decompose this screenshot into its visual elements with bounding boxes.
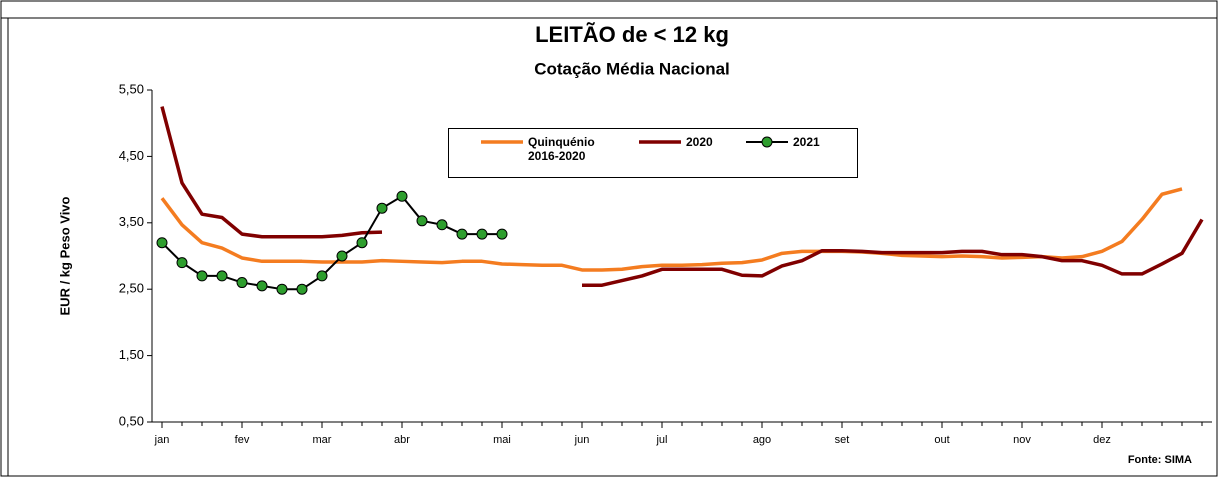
data-point [236,277,248,289]
x-tick-label: mar [313,434,332,446]
x-tick-label: out [934,434,949,446]
x-tick-label: ago [753,434,771,446]
data-point [496,228,508,240]
data-point [416,215,428,227]
data-point [196,270,208,282]
data-point [356,237,368,249]
x-tick-label: mai [493,434,511,446]
legend-label: 2020 [686,135,713,149]
x-tick-label: jul [655,434,667,446]
y-tick-label: 3,50 [119,214,144,229]
chart-title: LEITÃO de < 12 kg [535,22,729,47]
legend-item: Quinquénio 2016-2020 [479,135,608,163]
legend-item: 2020 [637,135,713,149]
data-point [316,270,328,282]
data-point [476,228,488,240]
y-tick-label: 2,50 [119,281,144,296]
chart-subtitle: Cotação Média Nacional [534,59,730,78]
legend-label: 2021 [793,135,820,149]
x-tick-label: set [835,434,850,446]
legend-swatch [639,140,681,144]
legend-item: 2021 [744,135,820,149]
series-line [161,195,502,291]
y-tick-label: 1,50 [119,347,144,362]
legend-swatch [746,136,788,148]
data-point [296,283,308,295]
y-axis-label: EUR / kg Peso Vivo [57,196,72,315]
data-point [376,202,388,214]
x-tick-label: abr [394,434,410,446]
data-point [456,228,468,240]
data-point [396,190,408,202]
legend-label: Quinquénio 2016-2020 [528,135,595,163]
y-tick-label: 5,50 [119,81,144,96]
data-point [436,219,448,231]
data-point [336,250,348,262]
x-tick-label: nov [1013,434,1031,446]
data-point [256,280,268,292]
y-tick-label: 4,50 [119,148,144,163]
y-tick-label: 0,50 [119,413,144,428]
data-point [216,270,228,282]
series-line [160,106,1204,287]
legend-swatch [481,140,523,144]
legend: Quinquénio 2016-2020 2020 2021 [448,128,858,178]
x-tick-label: jan [154,434,170,446]
legend-marker [761,136,773,148]
x-tick-label: jun [574,434,590,446]
data-point [176,257,188,269]
source: Fonte: SIMA [1128,454,1192,466]
x-tick-label: dez [1093,434,1111,446]
x-tick-label: fev [235,434,250,446]
data-point [276,283,288,295]
data-point [156,237,168,249]
series-line [160,187,1183,272]
